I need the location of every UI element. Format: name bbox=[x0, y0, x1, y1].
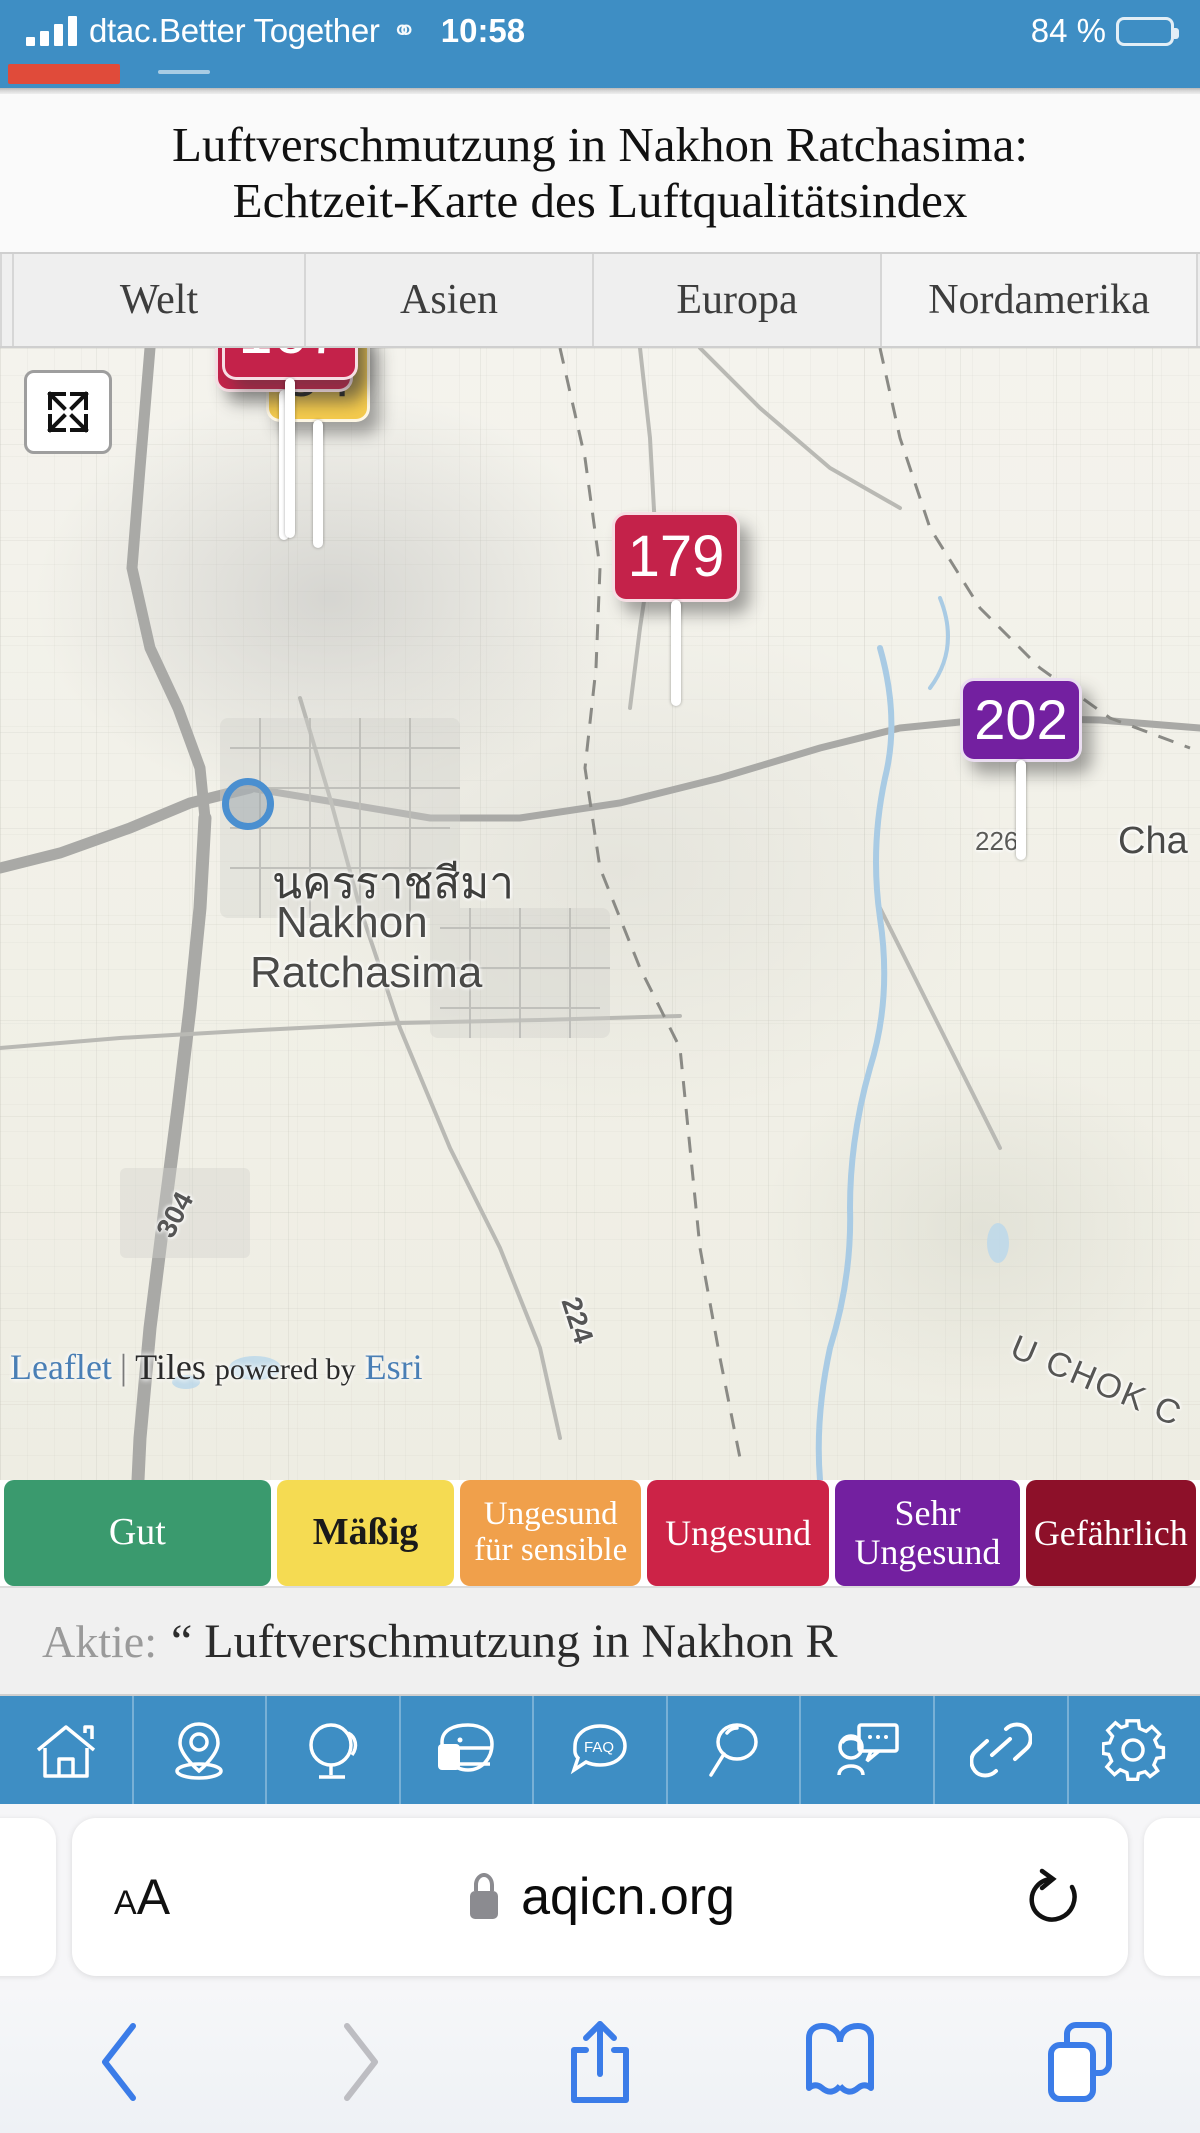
aqi-marker-202-value: 202 bbox=[974, 688, 1068, 751]
toolbar-home-button[interactable] bbox=[0, 1696, 134, 1804]
text-size-button[interactable]: AA bbox=[114, 1869, 171, 1925]
page-title-line2: Echtzeit-Karte des Luftqualitätsindex bbox=[232, 173, 968, 228]
tab-europa[interactable]: Europa bbox=[594, 254, 882, 346]
share-row[interactable]: Aktie: “ Luftverschmutzung in Nakhon R bbox=[0, 1586, 1200, 1696]
safari-tab-peek-right[interactable] bbox=[1144, 1818, 1200, 1976]
esri-link[interactable]: Esri bbox=[364, 1347, 423, 1387]
toolbar-faq-button[interactable]: FAQ bbox=[534, 1696, 668, 1804]
globe-icon bbox=[309, 1723, 358, 1779]
map-fullscreen-button[interactable] bbox=[24, 370, 112, 454]
tab-spacer bbox=[0, 254, 14, 346]
aqi-marker-167[interactable]: 167 bbox=[222, 348, 358, 538]
aqi-marker-179[interactable]: 179 bbox=[612, 512, 740, 706]
tab-asien[interactable]: Asien bbox=[306, 254, 594, 346]
site-icon-toolbar[interactable]: FAQ bbox=[0, 1696, 1200, 1804]
lock-icon bbox=[470, 1873, 499, 1919]
load-progress-bar bbox=[8, 64, 120, 84]
face-mask-icon bbox=[438, 1723, 495, 1772]
legend-item-ungesund-fuer-sensible[interactable]: Ungesund für sensible bbox=[460, 1480, 641, 1586]
attribution-tiles: Tiles bbox=[135, 1347, 206, 1387]
attribution-separator: | bbox=[119, 1347, 128, 1387]
toolbar-search-button[interactable] bbox=[668, 1696, 802, 1804]
toolbar-forum-button[interactable] bbox=[801, 1696, 935, 1804]
link-chain-icon bbox=[969, 1722, 1032, 1778]
status-time: 10:58 bbox=[440, 12, 526, 49]
toolbar-world-button[interactable] bbox=[267, 1696, 401, 1804]
page-title-line1: Luftverschmutzung in Nakhon Ratchasima: bbox=[172, 117, 1028, 173]
carrier-label: dtac.Better Together bbox=[89, 12, 380, 49]
forum-person-icon bbox=[837, 1723, 899, 1776]
safari-url-bar[interactable]: AA aqicn.org bbox=[72, 1818, 1128, 1976]
current-location-dot bbox=[222, 778, 274, 830]
share-label: Aktie: bbox=[42, 1615, 157, 1667]
map-vector-features bbox=[0, 348, 1200, 1480]
tab-nordamerika[interactable]: Nordamerika bbox=[882, 254, 1198, 346]
chevron-left-icon bbox=[102, 2022, 136, 2101]
reload-icon[interactable] bbox=[1028, 1865, 1086, 1929]
legend-item-sehr-ungesund[interactable]: Sehr Ungesund bbox=[835, 1480, 1020, 1586]
toolbar-map-button[interactable] bbox=[134, 1696, 268, 1804]
signal-bars-icon bbox=[26, 16, 77, 46]
fullscreen-expand-icon bbox=[47, 391, 89, 433]
aqi-marker-179-value: 179 bbox=[627, 524, 725, 589]
region-tabs[interactable]: Welt Asien Europa Nordamerika bbox=[0, 252, 1200, 348]
battery-percent: 84 % bbox=[1030, 12, 1106, 49]
bookmarks-button[interactable] bbox=[720, 2020, 960, 2104]
share-upload-icon bbox=[571, 2020, 629, 2103]
ios-status-bar: dtac.Better Together ⚭ 10:58 84 % bbox=[0, 0, 1200, 62]
legend-item-gefaehrlich[interactable]: Gefährlich bbox=[1025, 1480, 1197, 1586]
home-icon bbox=[36, 1725, 95, 1778]
share-quote-text: “ Luftverschmutzung in Nakhon R bbox=[170, 1614, 838, 1668]
attribution-powered-by: powered by bbox=[214, 1353, 356, 1386]
page-top-divider bbox=[0, 88, 1200, 94]
map-pin-icon bbox=[175, 1722, 224, 1780]
safari-url-zone: AA aqicn.org bbox=[0, 1804, 1200, 1990]
back-button[interactable] bbox=[0, 2020, 240, 2104]
safari-tab-peek-left[interactable] bbox=[0, 1818, 56, 1976]
svg-text:FAQ: FAQ bbox=[584, 1739, 614, 1756]
page-load-strip bbox=[0, 62, 1200, 88]
legend-item-ungesund[interactable]: Ungesund bbox=[646, 1480, 830, 1586]
safari-bottom-toolbar[interactable] bbox=[0, 1990, 1200, 2133]
forward-button[interactable] bbox=[240, 2020, 480, 2104]
toolbar-link-button[interactable] bbox=[935, 1696, 1069, 1804]
load-secondary-line bbox=[158, 70, 210, 74]
leaflet-link[interactable]: Leaflet bbox=[10, 1347, 112, 1387]
tabs-button[interactable] bbox=[960, 2019, 1200, 2105]
share-button[interactable] bbox=[480, 2016, 720, 2108]
tabs-icon bbox=[1048, 2021, 1112, 2102]
legend-item-maessig[interactable]: Mäßig bbox=[276, 1480, 455, 1586]
faq-bubble-icon: FAQ bbox=[570, 1724, 627, 1775]
gear-icon bbox=[1102, 1719, 1166, 1782]
aqi-legend: Gut Mäßig Ungesund für sensible Ungesund… bbox=[0, 1480, 1200, 1586]
aqi-map[interactable]: นครราชสีมา Nakhon Ratchasima Cha 226 304… bbox=[0, 348, 1200, 1480]
chevron-right-icon bbox=[344, 2022, 378, 2101]
legend-item-gut[interactable]: Gut bbox=[4, 1480, 271, 1586]
toolbar-settings-button[interactable] bbox=[1069, 1696, 1200, 1804]
map-attribution: Leaflet | Tiles powered by Esri bbox=[10, 1346, 423, 1388]
book-icon bbox=[806, 2022, 874, 2095]
url-text: aqicn.org bbox=[521, 1868, 735, 1926]
battery-icon bbox=[1116, 16, 1179, 46]
aqi-marker-167-value: 167 bbox=[238, 348, 341, 364]
aqi-marker-202[interactable]: 202 bbox=[960, 678, 1082, 860]
tab-welt[interactable]: Welt bbox=[14, 254, 306, 346]
page-title: Luftverschmutzung in Nakhon Ratchasima: … bbox=[0, 94, 1200, 252]
link-icon: ⚭ bbox=[391, 14, 417, 48]
search-icon bbox=[708, 1723, 758, 1777]
toolbar-mask-button[interactable] bbox=[401, 1696, 535, 1804]
